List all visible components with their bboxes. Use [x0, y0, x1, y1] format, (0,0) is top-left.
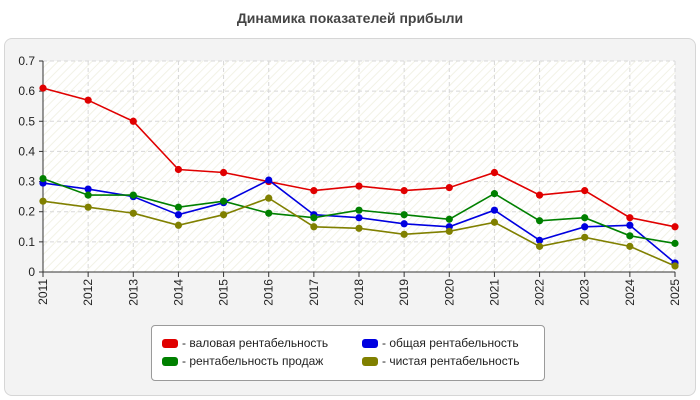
chart-title: Динамика показателей прибыли	[236, 10, 464, 26]
data-point-3	[310, 223, 318, 231]
x-tick-label: 2016	[262, 279, 276, 306]
data-point-2	[626, 232, 634, 240]
data-point-2	[490, 190, 499, 198]
data-point-1	[174, 211, 183, 219]
legend-item-sales: - рентабельность продаж	[162, 354, 323, 368]
data-point-0	[445, 184, 453, 192]
x-tick-label: 2025	[668, 279, 682, 306]
x-tick-label: 2012	[81, 279, 95, 306]
data-point-3	[400, 230, 408, 238]
legend-item-gross: - валовая рентабельность	[162, 336, 328, 350]
x-tick-label: 2023	[578, 279, 592, 306]
legend: - валовая рентабельность - общая рентабе…	[151, 325, 545, 381]
series-lines	[39, 84, 679, 270]
data-point-3	[671, 262, 679, 270]
data-point-2	[671, 239, 679, 247]
data-point-0	[535, 191, 544, 199]
data-point-0	[174, 165, 183, 174]
data-point-2	[84, 191, 92, 199]
data-point-2	[219, 197, 228, 205]
x-tick-label: 2017	[307, 279, 321, 306]
data-point-0	[39, 84, 47, 92]
data-point-3	[39, 197, 47, 205]
data-point-2	[129, 191, 137, 199]
x-tick-label: 2019	[397, 279, 411, 306]
x-tick-label: 2021	[487, 279, 501, 306]
data-point-2	[535, 217, 544, 225]
data-point-2	[400, 211, 408, 219]
data-point-2	[355, 206, 363, 214]
legend-label-total: - общая рентабельность	[382, 336, 519, 350]
y-tick-label: 0.6	[18, 84, 35, 98]
x-tick-label: 2018	[352, 279, 366, 306]
x-tick-label: 2022	[533, 279, 547, 306]
data-point-0	[626, 214, 634, 222]
data-point-3	[445, 227, 453, 235]
data-point-1	[626, 221, 634, 229]
data-point-0	[129, 117, 137, 125]
legend-label-sales: - рентабельность продаж	[182, 354, 324, 368]
data-point-0	[219, 168, 228, 177]
y-tick-label: 0.4	[18, 144, 35, 158]
data-point-2	[581, 214, 589, 222]
data-point-2	[445, 215, 453, 223]
data-point-3	[355, 224, 363, 232]
x-tick-label: 2011	[36, 279, 50, 305]
data-point-0	[310, 187, 318, 195]
data-point-0	[490, 168, 499, 177]
data-point-1	[490, 206, 499, 214]
data-point-3	[535, 242, 544, 250]
y-tick-label: 0.5	[18, 114, 35, 128]
legend-swatch-sales	[162, 356, 178, 366]
y-tick-label: 0.7	[18, 54, 35, 68]
legend-item-total: - общая рентабельность	[362, 336, 519, 350]
data-point-1	[581, 223, 589, 231]
y-tick-label: 0.1	[18, 235, 35, 249]
legend-item-net: - чистая рентабельность	[362, 354, 519, 368]
legend-swatch-total	[362, 338, 378, 348]
data-point-0	[581, 187, 589, 195]
x-tick-label: 2015	[217, 279, 231, 306]
data-point-3	[84, 203, 92, 211]
data-point-3	[219, 211, 228, 219]
data-point-0	[400, 187, 408, 195]
data-point-3	[265, 194, 273, 202]
data-point-2	[39, 174, 47, 183]
y-tick-label: 0.2	[18, 205, 35, 219]
data-point-3	[490, 218, 499, 226]
data-point-0	[355, 182, 363, 190]
data-point-3	[129, 209, 137, 217]
x-tick-label: 2013	[126, 279, 140, 306]
data-point-0	[671, 223, 679, 231]
data-point-2	[174, 203, 183, 211]
data-point-1	[400, 220, 408, 228]
x-tick-label: 2014	[171, 279, 185, 306]
x-tick-label: 2020	[442, 279, 456, 306]
data-point-3	[626, 242, 634, 250]
data-point-1	[84, 185, 92, 193]
legend-label-net: - чистая рентабельность	[382, 354, 520, 368]
axes: 0 0.1 0.2 0.3 0.4 0.5 0.6 0.7 2011 2012 2013 2014 20…	[18, 54, 682, 306]
x-tick-label: 2024	[623, 279, 637, 306]
y-tick-label: 0.3	[18, 175, 35, 189]
data-point-1	[355, 214, 363, 222]
data-point-1	[535, 236, 544, 244]
y-tick-label: 0	[28, 265, 35, 279]
legend-label-gross: - валовая рентабельность	[182, 336, 329, 350]
data-point-2	[265, 209, 273, 217]
data-point-3	[174, 221, 183, 229]
legend-swatch-net	[362, 356, 378, 366]
data-point-2	[310, 214, 318, 222]
data-point-1	[265, 176, 273, 184]
data-point-3	[581, 233, 589, 241]
data-point-0	[84, 96, 92, 104]
legend-swatch-gross	[162, 338, 178, 348]
